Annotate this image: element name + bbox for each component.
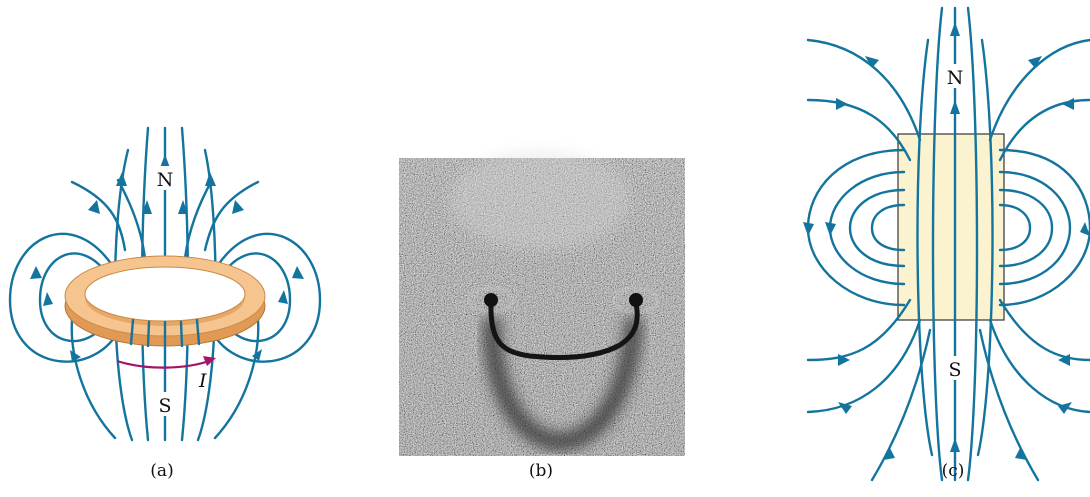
wire-endpoint-right <box>629 293 643 307</box>
arrowhead <box>838 402 852 414</box>
wire-loop <box>488 301 640 360</box>
panel-b-caption: (b) <box>529 461 553 481</box>
arrowhead <box>30 266 42 279</box>
field-line <box>998 298 1090 362</box>
arrowhead <box>838 354 850 366</box>
arrowhead <box>160 154 170 168</box>
arrowhead <box>278 290 288 304</box>
field-line <box>931 6 944 482</box>
field-line-loop <box>848 188 906 268</box>
field-line <box>195 318 201 346</box>
field-line <box>916 38 934 457</box>
arrowhead <box>950 438 960 452</box>
field-line <box>806 38 922 142</box>
north-pole-label: N <box>157 169 174 191</box>
field-line-loop <box>210 232 322 363</box>
bar-magnet <box>897 133 1005 321</box>
arrowhead <box>836 98 848 110</box>
arrowhead <box>865 56 879 68</box>
field-line <box>806 298 912 362</box>
arrowhead <box>1062 98 1074 110</box>
panel-a-current-loop: I N S (a) <box>8 126 322 481</box>
field-line <box>966 6 979 482</box>
wire-endpoint-left <box>484 293 498 307</box>
arrowhead <box>205 172 216 186</box>
arrowhead <box>1058 354 1070 366</box>
current-label: I <box>198 370 207 392</box>
arrowhead <box>43 292 53 306</box>
arrowhead <box>116 172 127 186</box>
field-line-loop <box>828 170 906 286</box>
panel-c-bar-magnet: N S (c) <box>803 6 1090 482</box>
arrowhead <box>950 22 960 36</box>
arrowhead <box>1058 402 1072 414</box>
field-line <box>806 98 912 162</box>
field-line-loop <box>998 170 1072 286</box>
field-line <box>806 318 922 414</box>
panel-b-iron-filings-photo: (b) <box>399 150 685 481</box>
arrowhead <box>88 200 100 214</box>
arrowhead <box>803 222 814 236</box>
arrowhead <box>883 448 895 460</box>
panel-a-caption: (a) <box>150 461 173 481</box>
ring-hole <box>84 266 246 322</box>
field-line <box>870 328 932 482</box>
wire-shadow <box>482 317 643 452</box>
arrowhead <box>178 200 188 214</box>
arrowhead <box>1015 448 1027 460</box>
south-pole-label: S <box>948 359 961 381</box>
arrowhead <box>292 266 304 279</box>
field-line-loop <box>998 203 1032 252</box>
field-line-loop <box>998 188 1054 268</box>
field-line <box>976 38 994 457</box>
arrowhead <box>950 100 960 114</box>
panel-c-arrowheads <box>803 22 1090 460</box>
field-line <box>998 98 1090 162</box>
field-line <box>146 320 151 348</box>
field-line <box>988 318 1090 414</box>
field-line <box>129 318 135 346</box>
arrowhead <box>142 200 152 214</box>
field-line <box>988 38 1090 142</box>
arrowhead <box>232 200 244 214</box>
panel-a-arrowheads <box>30 154 304 362</box>
panel-c-caption: (c) <box>942 461 965 481</box>
arrowhead <box>1028 56 1042 68</box>
field-line <box>203 180 260 252</box>
arrowhead <box>70 350 81 362</box>
field-line <box>179 320 184 348</box>
arrowhead <box>1080 222 1090 236</box>
field-line <box>70 180 127 252</box>
panel-c-field-lines <box>806 6 1090 482</box>
field-line-loop <box>998 148 1090 307</box>
current-arrowhead <box>203 356 216 366</box>
field-line <box>70 318 117 440</box>
north-pole-label: N <box>947 67 964 89</box>
current-arrow <box>116 358 213 369</box>
field-line-loop <box>220 252 292 343</box>
panel-a-front-lines <box>129 318 201 348</box>
arrowhead <box>825 222 836 236</box>
south-pole-label: S <box>158 395 171 417</box>
field-line <box>978 328 1040 482</box>
arrowhead <box>252 349 262 361</box>
field-line-loop <box>8 232 120 363</box>
field-line-loop <box>38 252 110 343</box>
field-line <box>213 318 260 440</box>
field-line-loop <box>870 203 906 252</box>
